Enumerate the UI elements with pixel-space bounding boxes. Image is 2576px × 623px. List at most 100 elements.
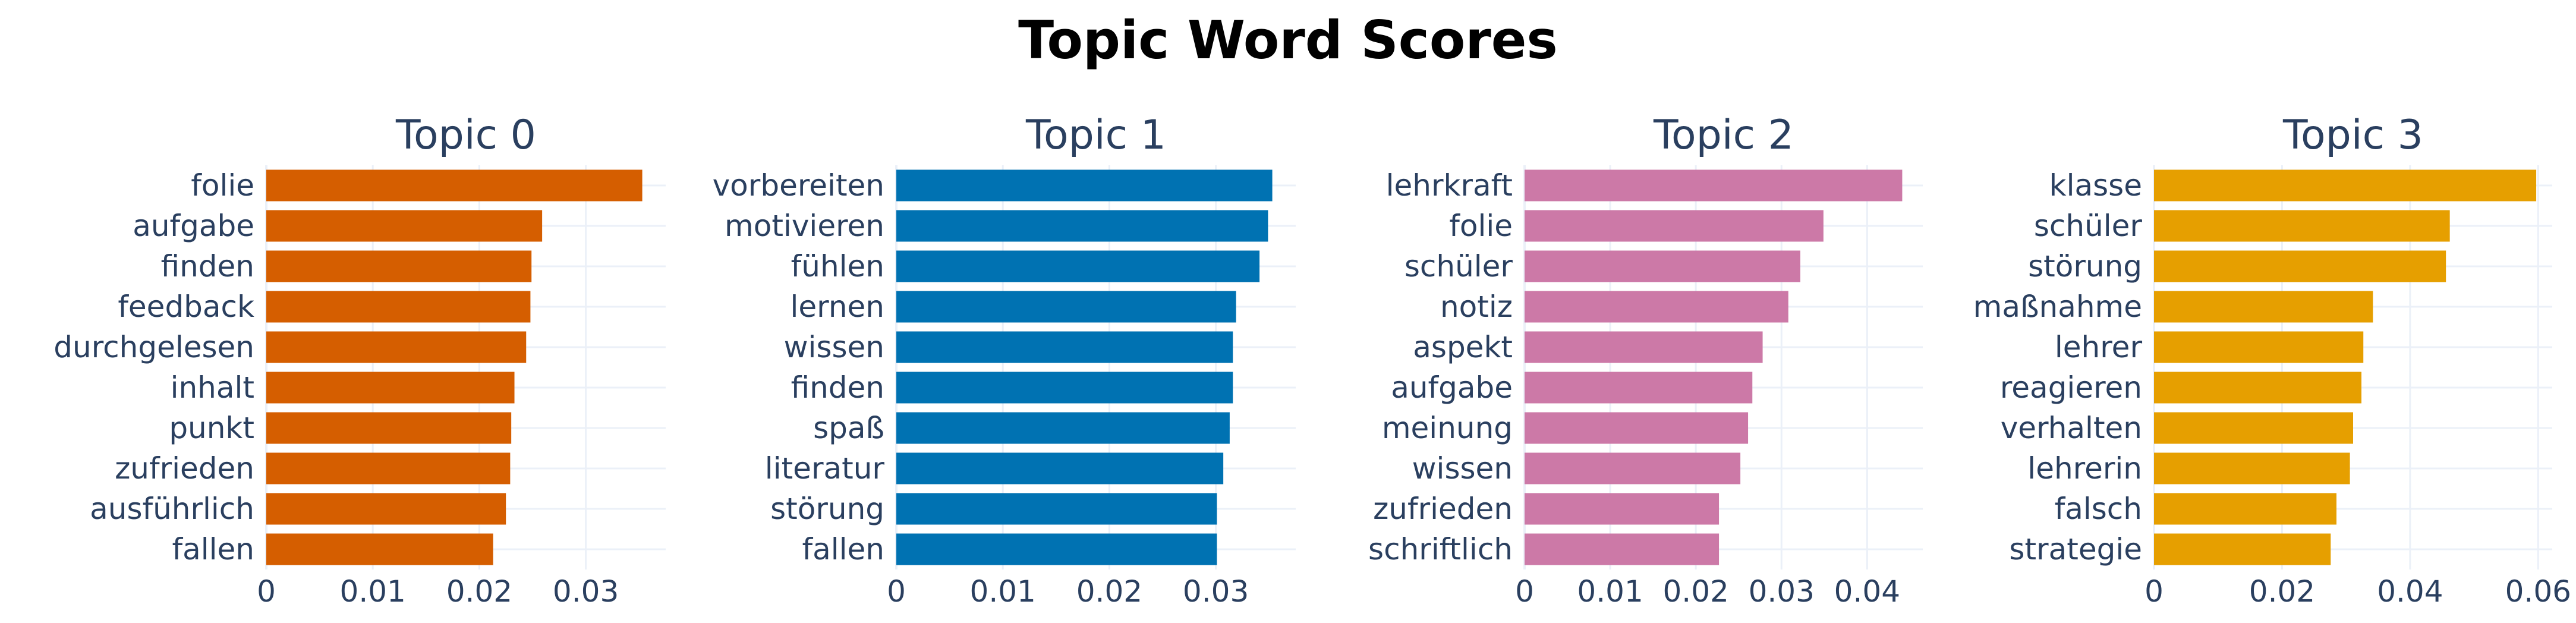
- category-label: punkt: [169, 411, 254, 445]
- category-label: störung: [2028, 249, 2142, 284]
- bar: [1525, 452, 1741, 484]
- bar: [2154, 372, 2362, 404]
- topic-panel-3: Topic 3 0 0.02 0.04 0.06 klasse schüler störung…: [1973, 112, 2571, 609]
- x-tick-label: 0.02: [446, 574, 512, 609]
- category-label: wissen: [1412, 451, 1513, 486]
- category-label: aufgabe: [1391, 370, 1513, 405]
- bar: [2154, 412, 2353, 444]
- bar: [1525, 331, 1763, 363]
- x-tick-label: 0.02: [1663, 574, 1729, 609]
- figure-title: Topic Word Scores: [1018, 10, 1558, 71]
- bar: [896, 533, 1217, 565]
- category-label: durchgelesen: [53, 330, 254, 364]
- bar: [2154, 331, 2364, 363]
- category-label: schüler: [2034, 209, 2143, 243]
- bar: [1525, 372, 1753, 404]
- topic-panel-1: Topic 1 0 0.01 0.02 0.03 vorbereiten motiviere…: [713, 112, 1296, 609]
- panel-title: Topic 1: [1025, 112, 1166, 159]
- category-label: zufrieden: [115, 451, 254, 486]
- bar: [2154, 291, 2373, 323]
- panel-title: Topic 2: [1653, 112, 1794, 159]
- bar: [266, 533, 493, 565]
- category-label: feedback: [118, 290, 254, 324]
- panel-title: Topic 3: [2282, 112, 2423, 159]
- x-tick-label: 0.03: [1749, 574, 1815, 609]
- category-label: inhalt: [171, 370, 254, 405]
- bar: [1525, 493, 1720, 525]
- bar: [266, 493, 506, 525]
- bar: [266, 291, 531, 323]
- bar: [896, 412, 1230, 444]
- category-label: finden: [791, 370, 884, 405]
- bar: [266, 210, 543, 242]
- bar: [2154, 452, 2350, 484]
- category-label: schüler: [1404, 249, 1513, 284]
- category-label: fallen: [802, 532, 884, 567]
- category-label: fühlen: [791, 249, 884, 284]
- x-tick-label: 0: [257, 574, 276, 609]
- category-label: maßnahme: [1973, 290, 2142, 324]
- bar: [896, 250, 1260, 282]
- x-tick-label: 0: [1515, 574, 1534, 609]
- bar: [266, 250, 532, 282]
- category-label: wissen: [784, 330, 884, 364]
- x-tick-label: 0.02: [1076, 574, 1142, 609]
- category-label: notiz: [1440, 290, 1513, 324]
- bar: [266, 372, 515, 404]
- bar: [1525, 533, 1720, 565]
- bar: [896, 291, 1236, 323]
- bar: [896, 331, 1233, 363]
- category-label: literatur: [765, 451, 885, 486]
- x-tick-label: 0.01: [340, 574, 406, 609]
- category-label: lernen: [791, 290, 884, 324]
- category-label: lehrerin: [2027, 451, 2142, 486]
- bar: [2154, 250, 2446, 282]
- bar: [1525, 250, 1800, 282]
- category-label: finden: [161, 249, 254, 284]
- category-label: aspekt: [1413, 330, 1513, 364]
- category-label: verhalten: [2001, 411, 2142, 445]
- x-tick-label: 0.03: [1183, 574, 1249, 609]
- x-tick-label: 0.06: [2505, 574, 2571, 609]
- x-tick-label: 0.04: [2377, 574, 2443, 609]
- category-label: motivieren: [725, 209, 884, 243]
- topic-panel-2: Topic 2 0 0.01 0.02 0.03 0.04 lehrkraft folie sc…: [1368, 112, 1923, 609]
- category-label: ausführlich: [90, 492, 254, 526]
- bar: [266, 412, 512, 444]
- bar: [2154, 533, 2331, 565]
- bar: [2154, 493, 2336, 525]
- bar: [266, 452, 511, 484]
- bar: [896, 372, 1233, 404]
- category-label: lehrkraft: [1386, 168, 1513, 203]
- x-tick-label: 0: [2144, 574, 2164, 609]
- bar: [2154, 169, 2537, 202]
- bar: [1525, 412, 1749, 444]
- category-label: meinung: [1382, 411, 1513, 445]
- category-label: zufrieden: [1373, 492, 1513, 526]
- category-label: lehrer: [2055, 330, 2143, 364]
- category-label: aufgabe: [133, 209, 254, 243]
- bar: [2154, 210, 2450, 242]
- category-label: reagieren: [2000, 370, 2142, 405]
- category-label: klasse: [2049, 168, 2142, 203]
- category-label: folie: [191, 168, 254, 203]
- bar: [266, 169, 643, 202]
- bar: [896, 210, 1268, 242]
- category-label: folie: [1449, 209, 1513, 243]
- category-label: störung: [770, 492, 884, 526]
- category-label: spaß: [813, 411, 884, 445]
- category-label: vorbereiten: [713, 168, 884, 203]
- x-tick-label: 0.04: [1834, 574, 1900, 609]
- bar: [1525, 291, 1788, 323]
- bar: [896, 169, 1273, 202]
- category-label: fallen: [172, 532, 254, 567]
- x-tick-label: 0.01: [1577, 574, 1643, 609]
- bar: [1525, 169, 1903, 202]
- x-tick-label: 0: [887, 574, 906, 609]
- panel-title: Topic 0: [395, 112, 536, 159]
- x-tick-label: 0.01: [970, 574, 1036, 609]
- x-tick-label: 0.02: [2249, 574, 2315, 609]
- category-label: falsch: [2055, 492, 2142, 526]
- bar: [1525, 210, 1824, 242]
